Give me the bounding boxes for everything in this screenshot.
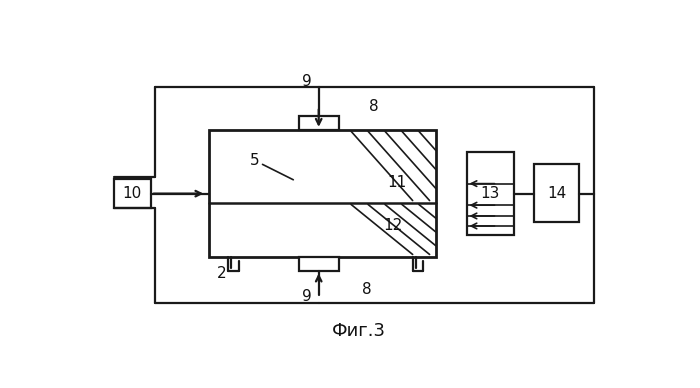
Text: 9: 9 [302,289,312,304]
Text: 8: 8 [370,99,379,114]
Text: 2: 2 [217,266,227,281]
Bar [114,179,151,208]
Text: 8: 8 [362,282,371,297]
Text: 5: 5 [250,153,260,168]
Bar [299,257,339,271]
Text: 13: 13 [481,186,500,201]
Text: 14: 14 [547,186,566,201]
Text: 10: 10 [122,186,142,201]
Bar [534,165,579,222]
Bar [209,130,435,257]
Bar [299,116,339,130]
Text: 12: 12 [384,218,403,234]
Text: Фиг.3: Фиг.3 [332,322,386,340]
Bar [466,152,514,235]
Text: 9: 9 [302,74,312,90]
Text: 11: 11 [388,175,407,190]
